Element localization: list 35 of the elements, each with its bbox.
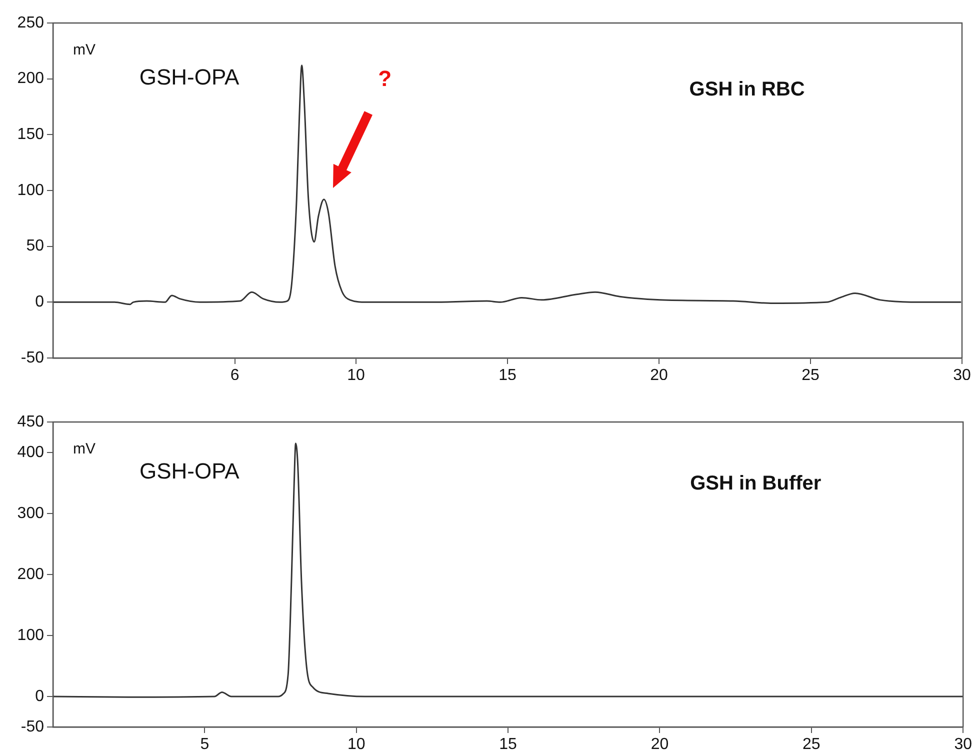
- line-series: [53, 442, 964, 698]
- y-tick-label: -50: [20, 718, 44, 736]
- x-tick-label: 25: [802, 736, 820, 754]
- y-tick-label: 200: [17, 70, 44, 88]
- x-tick-label: 5: [200, 736, 210, 754]
- y-tick-label: 100: [17, 182, 44, 199]
- y-tick-label: 450: [17, 413, 44, 430]
- x-tick-label: 10: [347, 736, 366, 754]
- y-tick-label: 0: [35, 294, 44, 311]
- y-tick-label: 400: [17, 444, 44, 461]
- y-tick-label: 100: [17, 626, 44, 644]
- y-axis-title: mV: [73, 42, 96, 59]
- y-tick-label: 50: [26, 238, 44, 255]
- x-tick-label: 15: [499, 736, 518, 754]
- annotation: GSH-OPA: [139, 458, 240, 484]
- y-tick-label: 300: [17, 504, 44, 522]
- text: GSH in RBC: [689, 78, 805, 100]
- x-tick-label: 25: [802, 367, 820, 384]
- x-tick-label: 20: [650, 736, 669, 754]
- y-tick-label: -50: [20, 349, 44, 366]
- annotation: GSH-OPA: [139, 64, 240, 90]
- y-tick-label: 0: [35, 688, 44, 705]
- line-series: [53, 64, 962, 306]
- x-tick-label: 15: [498, 367, 516, 384]
- x-tick-label: 10: [347, 367, 365, 384]
- y-tick-label: 200: [17, 566, 44, 583]
- text: GSH in Buffer: [690, 472, 822, 494]
- x-tick-label: 30: [954, 736, 972, 754]
- x-tick-label: 6: [230, 367, 240, 384]
- y-tick-label: 250: [17, 14, 44, 32]
- y-axis-title: mV: [73, 440, 96, 458]
- annotation: ?: [378, 66, 392, 92]
- y-tick-label: 150: [17, 126, 44, 144]
- x-tick-label: 30: [953, 367, 971, 384]
- x-tick-label: 20: [650, 367, 668, 384]
